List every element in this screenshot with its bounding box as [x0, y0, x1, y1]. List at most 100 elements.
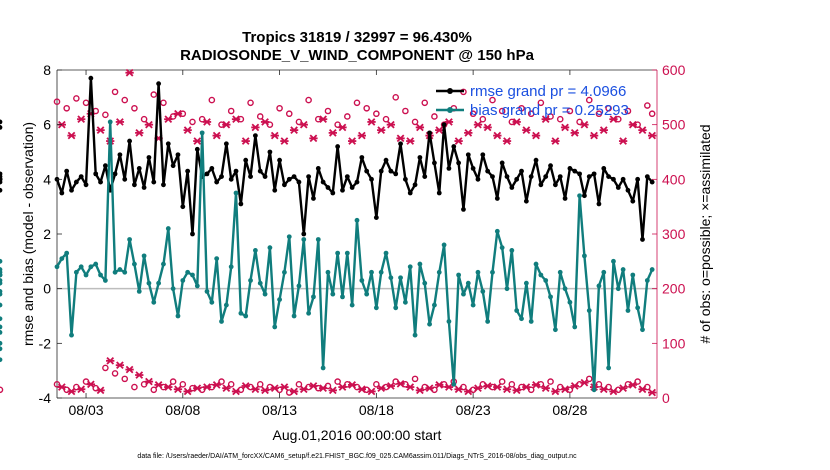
bias-point: [417, 261, 423, 267]
obs-possible-marker: [131, 104, 138, 112]
obs-assimilated-marker: [86, 380, 96, 389]
y-tick-label-left: 0: [43, 281, 51, 297]
obs-assimilated-marker: [512, 386, 521, 395]
bias-point: [552, 327, 558, 333]
obs-possible-marker: [121, 375, 129, 383]
obs-possible-marker: [111, 88, 119, 96]
obs-possible-marker: [150, 386, 158, 394]
rmse-point: [557, 174, 563, 180]
obs-possible-marker: [247, 99, 254, 107]
x-tick-label: 08/08: [165, 402, 200, 418]
obs-possible-marker: [566, 107, 574, 115]
rmse-point: [248, 174, 253, 180]
obs-assimilated-marker: [318, 384, 328, 392]
bias-point: [185, 269, 191, 275]
obs-assimilated-marker: [115, 118, 125, 126]
rmse-point: [194, 146, 200, 152]
bias-point: [296, 283, 302, 289]
obs-assimilated-marker: [580, 378, 589, 387]
bias-point: [485, 319, 491, 324]
rmse-point: [635, 176, 641, 182]
obs-possible-marker: [276, 104, 283, 112]
rmse-point: [233, 168, 239, 174]
bias-point: [320, 365, 326, 371]
y-tick-label-left: 8: [43, 62, 51, 78]
x-tick-label: 08/23: [456, 402, 491, 418]
obs-possible-marker: [489, 96, 496, 104]
obs-assimilated-marker: [241, 382, 250, 390]
obs-assimilated-marker: [77, 115, 86, 124]
bias-point: [335, 250, 341, 256]
rmse-point: [277, 157, 282, 163]
rmse-point: [461, 207, 466, 212]
bias-point: [499, 245, 505, 251]
rmse-point: [465, 152, 471, 158]
bias-point: [393, 305, 399, 311]
rmse-point: [228, 176, 234, 182]
obs-possible-marker: [0, 386, 4, 394]
obs-assimilated-marker: [67, 131, 76, 140]
obs-assimilated-marker: [377, 384, 386, 392]
axis-ticks: 08/03 08/08 08/13 08/18 08/23 08/28 -4 -2 0 2 4 6 8 0…: [39, 62, 686, 418]
footnote: data file: /Users/raeder/DAI/ATM_forcXX/…: [137, 453, 577, 460]
obs-assimilated-marker: [212, 131, 221, 140]
rmse-point: [83, 182, 89, 188]
bias-point: [630, 272, 636, 278]
y-tick-label-right: 500: [662, 117, 686, 133]
obs-possible-marker: [285, 110, 293, 118]
rmse-point: [417, 155, 423, 160]
bias-point: [199, 130, 205, 136]
obs-assimilated-marker: [483, 382, 492, 390]
obs-assimilated-marker: [202, 118, 212, 126]
obs-assimilated-marker: [638, 385, 647, 394]
obs-assimilated-marker: [57, 383, 66, 391]
bias-point: [282, 269, 287, 275]
obs-assimilated-marker: [144, 120, 154, 129]
obs-assimilated-marker: [338, 123, 347, 132]
obs-assimilated-marker: [260, 118, 270, 126]
rmse-point: [369, 176, 374, 182]
bias-point: [412, 332, 418, 338]
obs-assimilated-marker: [580, 120, 589, 129]
bias-point: [252, 248, 258, 253]
rmse-point: [0, 125, 3, 130]
obs-possible-marker: [392, 94, 400, 101]
obs-assimilated-marker: [609, 115, 618, 124]
rmse-point: [577, 171, 582, 177]
rmse-point: [393, 171, 399, 177]
obs-assimilated-marker: [164, 383, 173, 391]
bias-point: [441, 242, 447, 248]
bias-point: [567, 299, 573, 305]
bias-point: [649, 267, 655, 272]
obs-possible-marker: [373, 381, 380, 388]
bias-point: [151, 299, 157, 305]
bias-point: [436, 269, 442, 275]
obs-assimilated-marker: [541, 384, 550, 392]
bias-point: [165, 226, 171, 231]
rmse-point: [286, 176, 292, 182]
rmse-point: [485, 168, 491, 174]
obs-assimilated-marker: [444, 118, 454, 126]
bias-point: [219, 319, 224, 324]
rmse-point: [543, 174, 549, 180]
legend-label-rmse: rmse grand pr = 4.0966: [470, 83, 626, 100]
obs-assimilated-marker: [231, 387, 241, 396]
rmse-point: [136, 166, 142, 171]
obs-assimilated-marker: [328, 129, 337, 137]
y-tick-label-right: 200: [662, 281, 686, 297]
obs-assimilated-marker: [648, 388, 657, 397]
obs-assimilated-marker: [454, 385, 463, 394]
x-tick-label: 08/13: [262, 402, 297, 418]
x-axis-label: Aug.01,2016 00:00:00 start: [273, 427, 442, 443]
obs-assimilated-marker: [289, 126, 299, 134]
bias-point: [272, 324, 278, 330]
bias-point: [228, 264, 234, 270]
bias-point: [591, 387, 597, 393]
obs-assimilated-marker: [464, 129, 473, 137]
bias-point: [557, 269, 563, 275]
rmse-point: [562, 196, 568, 201]
rmse-point: [504, 174, 510, 180]
obs-assimilated-marker: [125, 68, 134, 77]
obs-possible-marker: [518, 104, 525, 112]
